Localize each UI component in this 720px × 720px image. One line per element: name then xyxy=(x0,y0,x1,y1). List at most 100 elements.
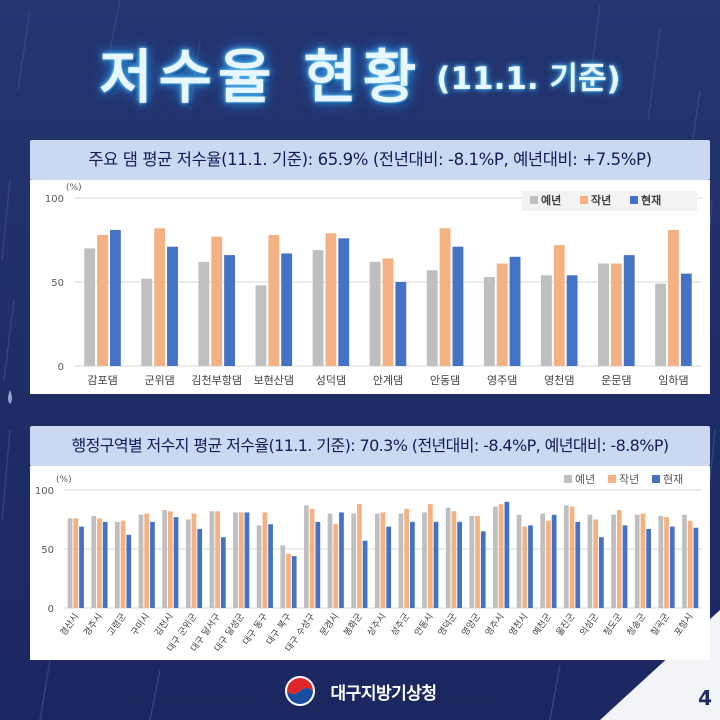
bar-작년 xyxy=(211,236,223,366)
x-tick-label: 울진군 xyxy=(554,611,577,638)
bar-작년 xyxy=(668,229,679,366)
y-axis-label: (%) xyxy=(66,183,82,193)
bar-예년 xyxy=(426,270,438,366)
bar-예년 xyxy=(483,276,495,366)
x-tick-label: 안동시 xyxy=(412,611,435,638)
bar-작년 xyxy=(451,511,457,608)
legend-swatch xyxy=(530,196,538,204)
x-tick-label: 영천시 xyxy=(507,611,530,638)
bar-현재 xyxy=(433,521,439,608)
bar-현재 xyxy=(457,521,462,608)
page-title: 저수율 현황 (11.1. 기준) xyxy=(0,30,720,114)
bar-현재 xyxy=(395,282,407,366)
bar-현재 xyxy=(566,275,578,366)
y-axis-label: (%) xyxy=(56,475,72,485)
bar-작년 xyxy=(546,520,551,608)
y-tick-label: 0 xyxy=(58,362,64,373)
bar-예년 xyxy=(422,512,427,608)
bar-작년 xyxy=(238,512,244,608)
x-tick-label: 영덕군 xyxy=(436,611,459,638)
x-tick-label: 칠곡군 xyxy=(649,611,672,638)
x-tick-label: 군위댐 xyxy=(144,374,174,387)
x-tick-label: 경산시 xyxy=(57,611,81,638)
bar-예년 xyxy=(185,519,191,608)
bar-작년 xyxy=(262,512,268,608)
bar-현재 xyxy=(575,521,581,608)
x-tick-label: 성덕댐 xyxy=(316,374,346,387)
bar-현재 xyxy=(551,514,557,608)
bar-작년 xyxy=(616,510,622,608)
bar-작년 xyxy=(664,517,669,608)
bar-작년 xyxy=(610,263,622,366)
bar-작년 xyxy=(522,526,528,608)
section2-heading: 행정구역별 저수지 평균 저수율(11.1. 기준): 70.3% (전년대비:… xyxy=(30,426,710,466)
bar-현재 xyxy=(528,525,533,608)
y-tick-label: 50 xyxy=(51,278,64,289)
bar-작년 xyxy=(73,518,79,608)
bar-작년 xyxy=(687,520,693,608)
legend-label: 작년 xyxy=(591,193,611,207)
bar-현재 xyxy=(504,501,510,608)
bar-현재 xyxy=(220,537,226,608)
x-tick-label: 상주시 xyxy=(365,611,388,638)
bar-현재 xyxy=(362,540,368,608)
legend-label: 예년 xyxy=(541,193,561,207)
bar-작년 xyxy=(325,233,337,366)
x-tick-label: 안계댐 xyxy=(373,374,403,387)
bar-예년 xyxy=(516,514,522,608)
section1-heading: 주요 댐 평균 저수율(11.1. 기준): 65.9% (전년대비: -8.1… xyxy=(30,140,710,180)
bar-작년 xyxy=(167,511,173,608)
y-tick-label: 50 xyxy=(41,545,54,556)
bar-현재 xyxy=(452,246,464,366)
bar-현재 xyxy=(509,256,521,366)
bar-예년 xyxy=(493,506,498,608)
bar-현재 xyxy=(173,517,179,608)
legend-label: 작년 xyxy=(619,473,639,486)
bar-예년 xyxy=(469,515,475,608)
bar-작년 xyxy=(640,513,646,608)
x-tick-label: 영주댐 xyxy=(487,374,517,387)
bar-현재 xyxy=(338,238,350,366)
bar-현재 xyxy=(315,521,321,608)
x-tick-label: 예천군 xyxy=(531,611,554,638)
bar-예년 xyxy=(198,261,210,366)
bar-현재 xyxy=(409,521,415,608)
x-tick-label: 김천시 xyxy=(152,611,176,638)
bar-현재 xyxy=(167,246,178,366)
x-tick-label: 청도군 xyxy=(601,611,624,638)
x-tick-label: 경주시 xyxy=(81,611,105,638)
bar-현재 xyxy=(224,255,235,366)
kma-logo-icon xyxy=(285,676,316,706)
bar-예년 xyxy=(327,513,333,608)
bar-예년 xyxy=(611,514,616,608)
x-tick-label: 영양군 xyxy=(460,611,483,638)
dam-reservoir-chart: 0 50 100(%) 감포댐 군위댐 김천부항댐 보현산댐 성덕댐 안계댐 안동댐 영주댐 영천댐 운… xyxy=(45,183,702,387)
legend-box xyxy=(522,191,697,211)
bar-예년 xyxy=(114,521,120,608)
x-tick-label: 안동댐 xyxy=(430,374,460,387)
bar-예년 xyxy=(138,514,144,608)
bar-현재 xyxy=(623,255,635,366)
legend-label: 예년 xyxy=(575,473,595,486)
bar-작년 xyxy=(427,504,433,608)
bar-예년 xyxy=(634,514,640,608)
x-tick-label: 보현산댐 xyxy=(254,374,294,387)
legend-swatch xyxy=(630,196,638,204)
bar-작년 xyxy=(498,504,504,608)
bar-예년 xyxy=(256,525,262,608)
footer: 대구지방기상청 xyxy=(0,674,720,708)
x-tick-label: 감포댐 xyxy=(87,374,117,387)
legend-swatch xyxy=(608,475,616,483)
bar-현재 xyxy=(102,521,108,608)
x-tick-label: 문경시 xyxy=(317,611,341,638)
bar-현재 xyxy=(693,527,699,608)
bar-작년 xyxy=(309,508,315,608)
bar-현재 xyxy=(150,521,155,608)
bar-작년 xyxy=(215,511,220,608)
x-tick-label: 영주시 xyxy=(483,611,506,638)
y-tick-label: 100 xyxy=(35,486,54,497)
bar-작년 xyxy=(268,234,280,366)
x-tick-label: 영천댐 xyxy=(544,373,574,387)
bar-작년 xyxy=(380,512,386,608)
